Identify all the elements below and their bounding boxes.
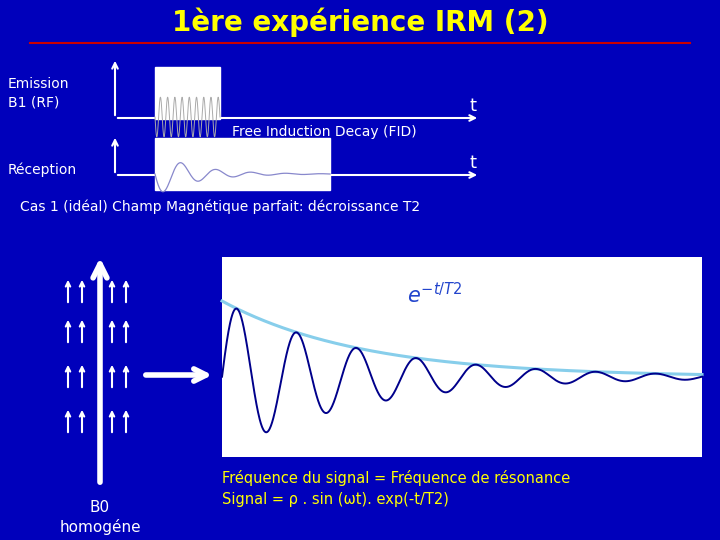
Text: 1ère expérience IRM (2): 1ère expérience IRM (2) <box>171 7 549 37</box>
Text: Free Induction Decay (FID): Free Induction Decay (FID) <box>232 125 417 139</box>
Text: $e^{-t/T2}$: $e^{-t/T2}$ <box>407 282 462 308</box>
Text: Cas 1 (idéal) Champ Magnétique parfait: décroissance T2: Cas 1 (idéal) Champ Magnétique parfait: … <box>20 200 420 214</box>
Text: t: t <box>470 97 477 115</box>
Text: B0
homogéne: B0 homogéne <box>59 500 141 535</box>
Text: Fréquence du signal = Fréquence de résonance
Signal = ρ . sin (ωt). exp(-t/T2): Fréquence du signal = Fréquence de réson… <box>222 470 570 507</box>
Bar <box>155 138 330 190</box>
Bar <box>222 257 702 457</box>
Bar <box>155 67 220 119</box>
Text: t: t <box>470 154 477 172</box>
Text: Réception: Réception <box>8 163 77 177</box>
Text: Emission
B1 (RF): Emission B1 (RF) <box>8 77 70 109</box>
